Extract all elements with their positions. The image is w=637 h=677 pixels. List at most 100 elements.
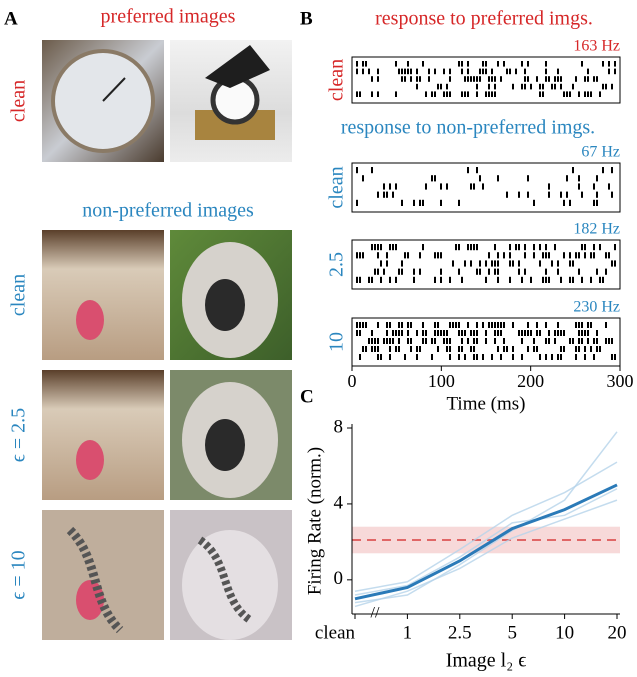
row-label: clean — [326, 59, 348, 101]
spike — [422, 200, 424, 206]
spike — [476, 269, 478, 275]
spike — [416, 76, 418, 82]
spike — [449, 76, 451, 82]
spike — [371, 330, 373, 336]
spike — [557, 69, 559, 75]
spike — [602, 167, 604, 173]
spike — [416, 69, 418, 75]
spike — [497, 269, 499, 275]
spike — [572, 260, 574, 266]
spike — [584, 91, 586, 97]
spike — [500, 354, 502, 360]
panel-letter: B — [300, 8, 313, 29]
spike — [545, 61, 547, 67]
spike — [422, 244, 424, 250]
spike — [494, 84, 496, 90]
spike — [356, 167, 358, 173]
spike — [377, 322, 379, 328]
spike — [410, 346, 412, 352]
spike — [554, 76, 556, 82]
spike — [587, 69, 589, 75]
spike — [530, 277, 532, 283]
nonpreferred-images — [42, 230, 292, 640]
spike — [500, 76, 502, 82]
spike — [443, 69, 445, 75]
spike — [362, 175, 364, 181]
spike — [446, 84, 448, 90]
spike — [563, 200, 565, 206]
spike — [386, 192, 388, 198]
spike — [458, 244, 460, 250]
spike — [614, 354, 616, 360]
spike — [518, 269, 520, 275]
spike — [398, 330, 400, 336]
spike — [578, 338, 580, 344]
spike — [521, 277, 523, 283]
x-tick-label: 10 — [555, 622, 574, 643]
spike — [548, 338, 550, 344]
spike — [614, 244, 616, 250]
spike — [575, 76, 577, 82]
spike — [362, 322, 364, 328]
spike — [506, 192, 508, 198]
spike — [431, 91, 433, 97]
spike — [527, 76, 529, 82]
spike — [545, 244, 547, 250]
spike — [521, 354, 523, 360]
spike — [395, 277, 397, 283]
spike — [593, 200, 595, 206]
spike — [584, 76, 586, 82]
spike — [476, 354, 478, 360]
spike — [398, 269, 400, 275]
spike — [362, 252, 364, 258]
spike — [356, 91, 358, 97]
spike — [464, 91, 466, 97]
spike — [431, 354, 433, 360]
row-clean — [42, 230, 292, 360]
spike — [473, 183, 475, 189]
spike — [599, 277, 601, 283]
spike — [581, 322, 583, 328]
spike — [500, 322, 502, 328]
spike — [452, 322, 454, 328]
spike — [482, 183, 484, 189]
panel-letter: A — [4, 8, 18, 29]
spike — [548, 192, 550, 198]
x-axis-label: Image l₂ ϵ — [446, 650, 527, 672]
spike — [539, 84, 541, 90]
spike — [497, 175, 499, 181]
spike — [422, 338, 424, 344]
spike — [395, 91, 397, 97]
spike — [437, 330, 439, 336]
spike — [494, 260, 496, 266]
spike — [503, 252, 505, 258]
x-tick-label: 100 — [428, 371, 455, 391]
y-tick-label: 0 — [334, 568, 344, 589]
spike — [377, 252, 379, 258]
spike — [530, 84, 532, 90]
firing-rate: 67 Hz — [581, 144, 620, 161]
spike — [446, 183, 448, 189]
x-tick-label: 1 — [403, 622, 413, 643]
spike — [494, 322, 496, 328]
spike — [560, 84, 562, 90]
spike — [377, 346, 379, 352]
spike — [401, 330, 403, 336]
spike — [428, 76, 430, 82]
spike — [545, 354, 547, 360]
spike — [401, 200, 403, 206]
spike — [569, 200, 571, 206]
spike — [572, 84, 574, 90]
spike — [449, 338, 451, 344]
spike — [380, 260, 382, 266]
spike — [410, 322, 412, 328]
spike — [416, 330, 418, 336]
spike — [593, 252, 595, 258]
firing-rate: 230 Hz — [573, 299, 620, 316]
spike — [524, 69, 526, 75]
spike — [470, 76, 472, 82]
spike — [488, 84, 490, 90]
spike — [602, 84, 604, 90]
spike — [578, 269, 580, 275]
spike — [524, 76, 526, 82]
